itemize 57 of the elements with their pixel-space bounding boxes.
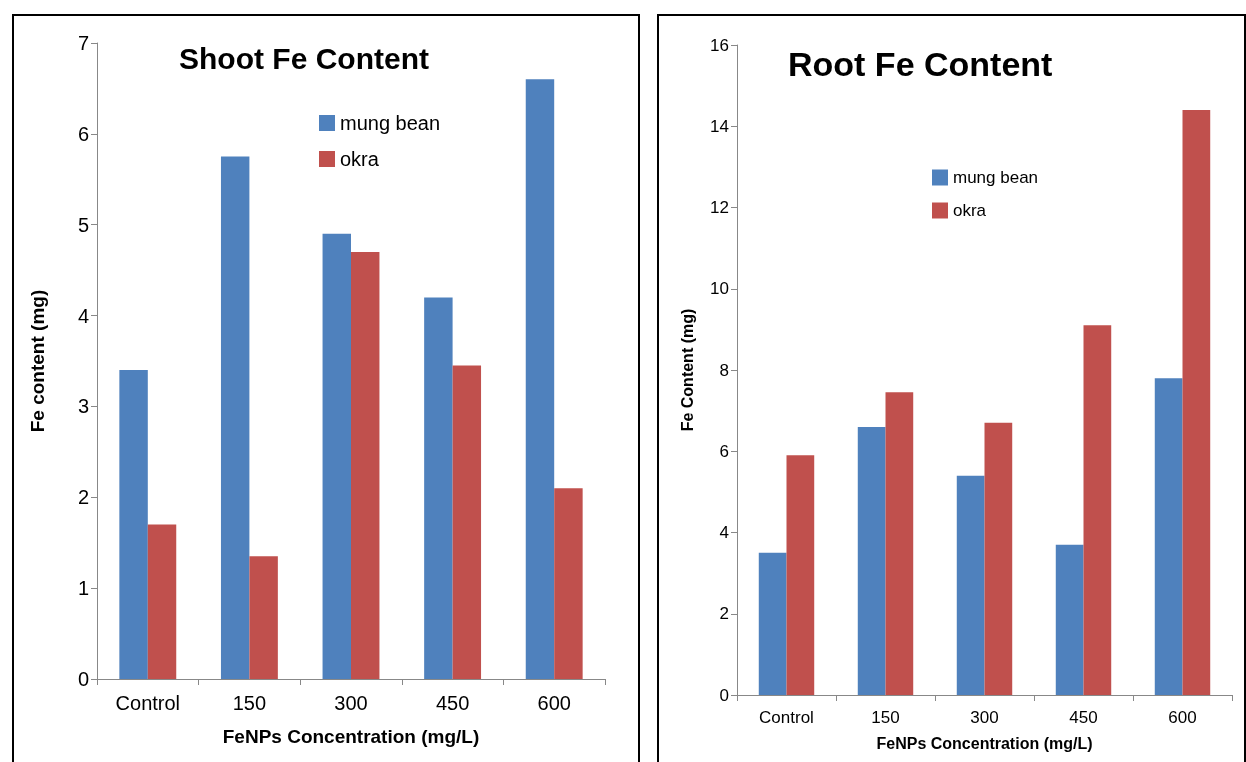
bar <box>1083 325 1112 695</box>
bar <box>322 233 351 679</box>
bar <box>857 426 886 695</box>
legend-label: okra <box>953 201 987 220</box>
y-tick-label: 3 <box>77 395 89 418</box>
x-tick-label: 600 <box>537 692 571 714</box>
x-axis-title: FeNPs Concentration (mg/L) <box>222 726 480 747</box>
y-tick-label: 10 <box>710 279 729 299</box>
y-tick-label: 6 <box>77 122 89 145</box>
y-tick-label: 6 <box>719 441 729 461</box>
y-tick-label: 4 <box>719 523 729 542</box>
bar <box>147 524 177 679</box>
bar <box>525 79 555 679</box>
bar <box>1182 110 1211 695</box>
x-tick-label: 150 <box>232 692 267 714</box>
legend-label: mung bean <box>340 112 441 134</box>
y-tick-label: 1 <box>77 577 89 600</box>
y-tick-label: 4 <box>77 304 89 327</box>
x-axis-title: FeNPs Concentration (mg/L) <box>876 734 1093 752</box>
bar <box>984 422 1013 695</box>
bar <box>758 552 787 695</box>
y-tick-label: 5 <box>77 213 89 236</box>
bar <box>786 455 815 695</box>
bar <box>424 297 453 679</box>
chart-title: Root Fe Content <box>788 45 1053 83</box>
bar <box>220 156 250 679</box>
x-tick-label: 450 <box>435 692 470 714</box>
x-tick-label: 300 <box>334 692 368 714</box>
bar <box>452 365 482 679</box>
y-tick-label: 2 <box>77 486 89 509</box>
chart-title: Shoot Fe Content <box>179 41 429 75</box>
bar <box>119 370 148 679</box>
x-tick-label: 450 <box>1069 708 1098 727</box>
y-tick-label: 14 <box>710 116 729 136</box>
bar <box>1055 544 1084 695</box>
bar <box>1154 378 1183 695</box>
y-tick-label: 7 <box>77 32 89 54</box>
y-tick-label: 16 <box>710 35 729 55</box>
x-tick-label: Control <box>759 708 814 727</box>
y-axis-title: Fe Content (mg) <box>678 308 696 432</box>
y-axis-title: Fe content (mg) <box>27 289 48 433</box>
x-tick-label: 150 <box>871 708 900 727</box>
bar <box>956 475 985 695</box>
x-tick-label: Control <box>115 692 181 714</box>
bar <box>554 488 583 679</box>
y-tick-label: 0 <box>719 685 729 705</box>
legend-label: okra <box>340 148 380 170</box>
y-tick-label: 0 <box>77 668 89 690</box>
y-tick-label: 12 <box>710 198 729 217</box>
bar <box>351 251 380 679</box>
x-tick-label: 600 <box>1168 708 1197 727</box>
legend-label: mung bean <box>953 168 1039 187</box>
y-tick-label: 2 <box>719 604 729 624</box>
bar <box>885 392 914 695</box>
bar <box>249 556 278 679</box>
y-tick-label: 8 <box>719 360 729 380</box>
x-tick-label: 300 <box>970 708 999 727</box>
